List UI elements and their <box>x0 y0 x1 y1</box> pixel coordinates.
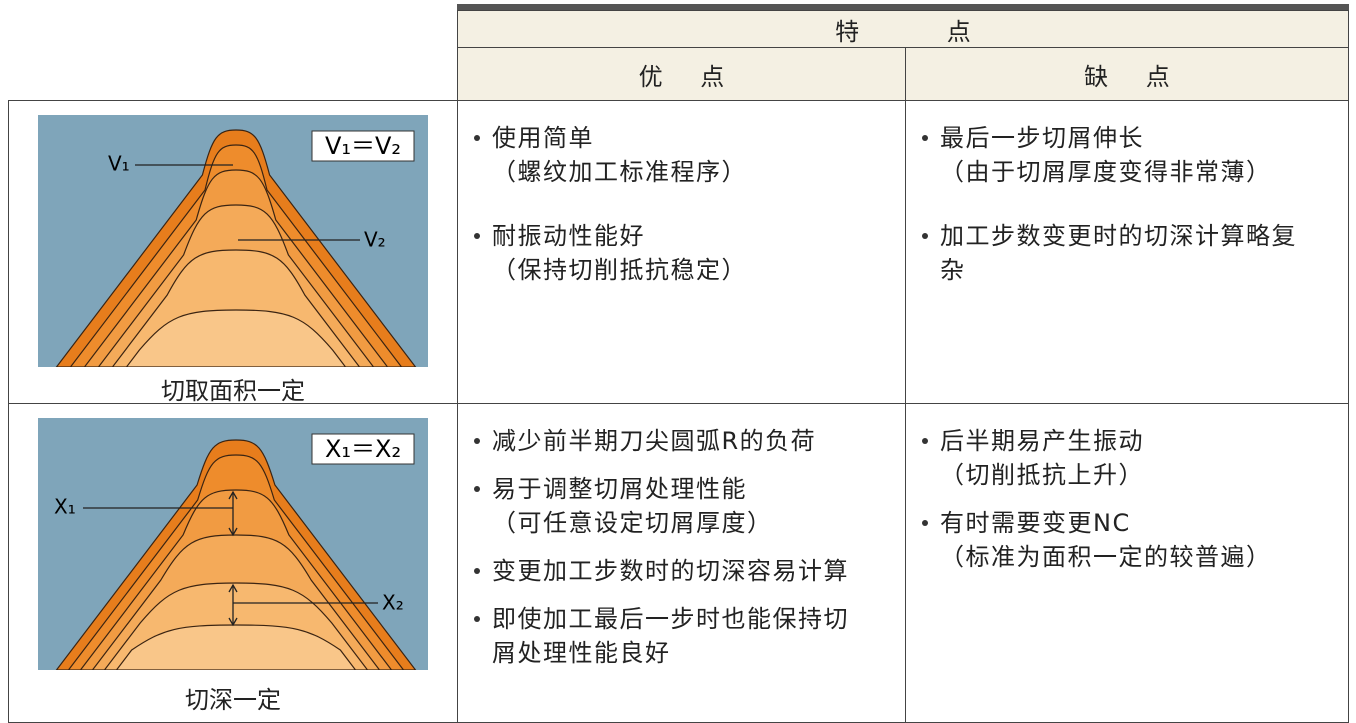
arrow-head <box>228 583 238 627</box>
bullet <box>474 135 480 141</box>
equation: V₁＝V₂ <box>325 132 401 160</box>
item-text: 易于调整切屑处理性能 <box>492 475 747 503</box>
list-item: 使用简单 （螺纹加工标准程序） <box>472 121 867 189</box>
item-text: 使用简单 <box>492 124 594 152</box>
bullet <box>474 616 480 622</box>
list-item: 加工步数变更时的切深计算略复杂 <box>920 219 1315 287</box>
list-item: 减少前半期刀尖圆弧R的负荷 <box>472 424 867 458</box>
advantages-cell: 减少前半期刀尖圆弧R的负荷 易于调整切屑处理性能 （可任意设定切屑厚度） 变更加工步数… <box>457 403 906 723</box>
header-title: 特 点 <box>457 10 1349 48</box>
diagram: X₁＝X₂ X₁ X₂ <box>38 418 428 670</box>
item-text: 减少前半期刀尖圆弧R的负荷 <box>492 427 817 455</box>
item-text: 变更加工步数时的切深容易计算 <box>492 557 849 585</box>
bullet <box>474 568 480 574</box>
bullet <box>922 135 928 141</box>
list-item: 最后一步切屑伸长 （由于切屑厚度变得非常薄） <box>920 121 1315 189</box>
disadvantages-list: 最后一步切屑伸长 （由于切屑厚度变得非常薄） 加工步数变更时的切深计算略复杂 <box>920 121 1315 317</box>
chip-layer <box>115 624 357 670</box>
top-bar <box>457 4 1349 11</box>
label-b: X₂ <box>382 591 404 615</box>
item-note: （保持切削抵抗稳定） <box>492 256 747 284</box>
advantages-list: 减少前半期刀尖圆弧R的负荷 易于调整切屑处理性能 （可任意设定切屑厚度） 变更加工步数… <box>472 424 867 684</box>
item-text: 后半期易产生振动 <box>940 427 1144 455</box>
diagram-cell: V₁＝V₂ V₁ V₂ 切取面积一定 <box>8 100 458 405</box>
caption: 切深一定 <box>185 686 281 714</box>
item-text: 即使加工最后一步时也能保持切屑处理性能良好 <box>492 605 849 667</box>
item-text: 耐振动性能好 <box>492 222 645 250</box>
bullet <box>474 486 480 492</box>
item-note: （由于切屑厚度变得非常薄） <box>940 158 1272 186</box>
list-item: 变更加工步数时的切深容易计算 <box>472 554 867 588</box>
list-item: 后半期易产生振动 （切削抵抗上升） <box>920 424 1315 492</box>
disadvantages-cell: 最后一步切屑伸长 （由于切屑厚度变得非常薄） 加工步数变更时的切深计算略复杂 <box>905 100 1349 404</box>
label-b: V₂ <box>364 228 386 252</box>
arrow-head <box>228 490 238 537</box>
list-item: 耐振动性能好 （保持切削抵抗稳定） <box>472 219 867 287</box>
diagram-cell: X₁＝X₂ X₁ X₂ 切深一定 <box>8 403 458 723</box>
item-text: 加工步数变更时的切深计算略复杂 <box>940 222 1297 284</box>
list-item: 易于调整切屑处理性能 （可任意设定切屑厚度） <box>472 472 867 540</box>
advantages-cell: 使用简单 （螺纹加工标准程序） 耐振动性能好 （保持切削抵抗稳定） <box>457 100 906 404</box>
caption: 切取面积一定 <box>161 377 305 405</box>
disadvantages-cell: 后半期易产生振动 （切削抵抗上升） 有时需要变更NC （标准为面积一定的较普遍） <box>905 403 1349 723</box>
item-note: （标准为面积一定的较普遍） <box>940 543 1272 571</box>
bullet <box>474 233 480 239</box>
advantages-list: 使用简单 （螺纹加工标准程序） 耐振动性能好 （保持切削抵抗稳定） <box>472 121 867 317</box>
item-text: 最后一步切屑伸长 <box>940 124 1144 152</box>
label-a: V₁ <box>108 152 130 176</box>
header-disadvantages: 缺 点 <box>905 47 1349 101</box>
item-note: （切削抵抗上升） <box>940 461 1144 489</box>
bullet <box>474 438 480 444</box>
label-a: X₁ <box>54 495 76 519</box>
disadvantages-list: 后半期易产生振动 （切削抵抗上升） 有时需要变更NC （标准为面积一定的较普遍） <box>920 424 1315 588</box>
item-note: （螺纹加工标准程序） <box>492 158 747 186</box>
header-advantages: 优 点 <box>457 47 906 101</box>
bullet <box>922 233 928 239</box>
bullet <box>922 520 928 526</box>
item-note: （可任意设定切屑厚度） <box>492 509 773 537</box>
equation-box <box>311 130 415 162</box>
chip-layer <box>125 309 347 367</box>
list-item: 即使加工最后一步时也能保持切屑处理性能良好 <box>472 602 867 670</box>
list-item: 有时需要变更NC （标准为面积一定的较普遍） <box>920 506 1315 574</box>
bullet <box>922 438 928 444</box>
equation: X₁＝X₂ <box>325 435 401 463</box>
equation-box <box>311 433 415 465</box>
diagram: V₁＝V₂ V₁ V₂ <box>38 115 428 367</box>
item-text: 有时需要变更NC <box>940 509 1131 537</box>
